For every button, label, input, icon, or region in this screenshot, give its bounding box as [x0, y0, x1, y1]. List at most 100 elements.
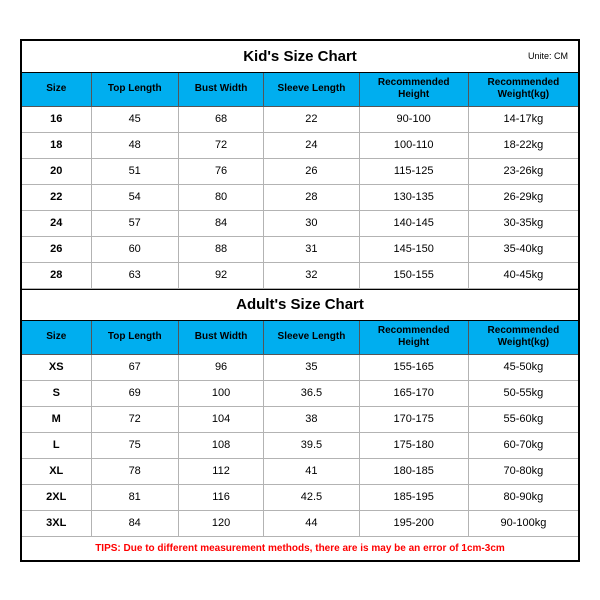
cell: 78: [92, 459, 179, 485]
cell: 72: [92, 407, 179, 433]
adults-rows: XS679635155-16545-50kgS6910036.5165-1705…: [22, 355, 578, 537]
cell: 55-60kg: [469, 407, 578, 433]
cell: 68: [179, 107, 264, 133]
cell: 26-29kg: [469, 185, 578, 211]
cell: 35-40kg: [469, 237, 578, 263]
cell: 3XL: [22, 511, 92, 537]
size-chart-container: Kid's Size Chart Unite: CM Size Top Leng…: [20, 39, 580, 562]
cell: 115-125: [360, 159, 469, 185]
table-row: 22548028130-13526-29kg: [22, 185, 578, 211]
cell: 28: [22, 263, 92, 289]
cell: M: [22, 407, 92, 433]
table-row: 28639232150-15540-45kg: [22, 263, 578, 289]
cell: 20: [22, 159, 92, 185]
cell: 70-80kg: [469, 459, 578, 485]
cell: 18: [22, 133, 92, 159]
cell: 26: [22, 237, 92, 263]
cell: 24: [264, 133, 359, 159]
cell: 2XL: [22, 485, 92, 511]
cell: 30: [264, 211, 359, 237]
cell: XS: [22, 355, 92, 381]
cell: 22: [22, 185, 92, 211]
cell: 120: [179, 511, 264, 537]
cell: 165-170: [360, 381, 469, 407]
col-size: Size: [22, 73, 92, 107]
cell: 38: [264, 407, 359, 433]
table-row: 24578430140-14530-35kg: [22, 211, 578, 237]
cell: 96: [179, 355, 264, 381]
tips-text: TIPS: Due to different measurement metho…: [22, 537, 578, 560]
cell: 75: [92, 433, 179, 459]
cell: 92: [179, 263, 264, 289]
cell: 45-50kg: [469, 355, 578, 381]
cell: 80: [179, 185, 264, 211]
cell: 39.5: [264, 433, 359, 459]
cell: 175-180: [360, 433, 469, 459]
table-row: 18487224100-11018-22kg: [22, 133, 578, 159]
cell: 42.5: [264, 485, 359, 511]
cell: 50-55kg: [469, 381, 578, 407]
table-row: 26608831145-15035-40kg: [22, 237, 578, 263]
col-top-length: Top Length: [92, 73, 179, 107]
cell: 80-90kg: [469, 485, 578, 511]
cell: 81: [92, 485, 179, 511]
col-rec-weight: Recommended Weight(kg): [469, 73, 578, 107]
table-row: 20517626115-12523-26kg: [22, 159, 578, 185]
kids-title-row: Kid's Size Chart Unite: CM: [22, 41, 578, 73]
table-row: 2XL8111642.5185-19580-90kg: [22, 485, 578, 511]
cell: XL: [22, 459, 92, 485]
cell: 44: [264, 511, 359, 537]
cell: 60-70kg: [469, 433, 578, 459]
table-row: XL7811241180-18570-80kg: [22, 459, 578, 485]
kids-rows: 1645682290-10014-17kg18487224100-11018-2…: [22, 107, 578, 289]
cell: 14-17kg: [469, 107, 578, 133]
cell: 155-165: [360, 355, 469, 381]
cell: 45: [92, 107, 179, 133]
cell: 30-35kg: [469, 211, 578, 237]
col-sleeve-length: Sleeve Length: [264, 73, 359, 107]
cell: 145-150: [360, 237, 469, 263]
cell: 41: [264, 459, 359, 485]
cell: 195-200: [360, 511, 469, 537]
cell: 170-175: [360, 407, 469, 433]
cell: L: [22, 433, 92, 459]
table-row: L7510839.5175-18060-70kg: [22, 433, 578, 459]
cell: 54: [92, 185, 179, 211]
col-rec-height: Recommended Height: [360, 73, 469, 107]
adults-title: Adult's Size Chart: [22, 296, 578, 313]
table-row: 1645682290-10014-17kg: [22, 107, 578, 133]
col-bust-width: Bust Width: [179, 73, 264, 107]
col-size: Size: [22, 321, 92, 355]
cell: 88: [179, 237, 264, 263]
cell: 90-100kg: [469, 511, 578, 537]
cell: 40-45kg: [469, 263, 578, 289]
cell: 18-22kg: [469, 133, 578, 159]
col-sleeve-length: Sleeve Length: [264, 321, 359, 355]
cell: 140-145: [360, 211, 469, 237]
cell: 57: [92, 211, 179, 237]
kids-title: Kid's Size Chart: [22, 48, 578, 65]
cell: 31: [264, 237, 359, 263]
table-row: S6910036.5165-17050-55kg: [22, 381, 578, 407]
col-rec-weight: Recommended Weight(kg): [469, 321, 578, 355]
cell: 35: [264, 355, 359, 381]
cell: 76: [179, 159, 264, 185]
cell: 90-100: [360, 107, 469, 133]
cell: 108: [179, 433, 264, 459]
table-row: M7210438170-17555-60kg: [22, 407, 578, 433]
cell: 84: [179, 211, 264, 237]
cell: S: [22, 381, 92, 407]
cell: 28: [264, 185, 359, 211]
adults-header-row: Size Top Length Bust Width Sleeve Length…: [22, 321, 578, 355]
cell: 116: [179, 485, 264, 511]
table-row: XS679635155-16545-50kg: [22, 355, 578, 381]
cell: 23-26kg: [469, 159, 578, 185]
cell: 63: [92, 263, 179, 289]
kids-header-row: Size Top Length Bust Width Sleeve Length…: [22, 73, 578, 107]
cell: 130-135: [360, 185, 469, 211]
adults-title-row: Adult's Size Chart: [22, 289, 578, 321]
cell: 150-155: [360, 263, 469, 289]
cell: 112: [179, 459, 264, 485]
cell: 180-185: [360, 459, 469, 485]
cell: 36.5: [264, 381, 359, 407]
